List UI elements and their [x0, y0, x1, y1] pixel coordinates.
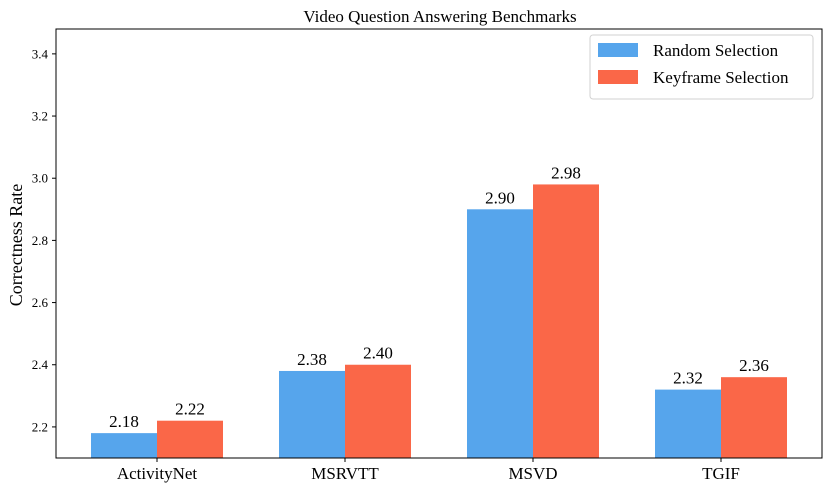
data-label-msvd-keyframe: 2.98: [551, 163, 581, 182]
data-label-tgif-keyframe: 2.36: [739, 356, 769, 375]
legend-label-keyframe: Keyframe Selection: [653, 68, 789, 87]
y-axis: 2.2 2.4 2.6 2.8 3.0 3.2 3.4: [32, 46, 56, 434]
x-tick-label: MSRVTT: [311, 464, 379, 483]
x-tick-label: MSVD: [508, 464, 557, 483]
y-tick-label: 2.4: [32, 357, 49, 372]
chart-title: Video Question Answering Benchmarks: [303, 7, 576, 26]
x-tick-label: TGIF: [702, 464, 740, 483]
legend-swatch-random: [598, 43, 638, 57]
y-tick-label: 3.0: [32, 171, 48, 186]
bar-msrvtt-keyframe: [345, 364, 411, 458]
legend-label-random: Random Selection: [653, 41, 779, 60]
plot-frame: [55, 28, 823, 459]
bar-msvd-random: [467, 209, 533, 458]
y-tick-label: 2.6: [32, 295, 49, 310]
legend-frame: [589, 34, 814, 100]
y-tick-label: 3.4: [32, 46, 49, 61]
data-label-activitynet-random: 2.18: [109, 412, 139, 431]
legend-swatch-keyframe: [598, 70, 638, 84]
bar-activitynet-random: [91, 433, 157, 458]
y-tick-label: 2.8: [32, 233, 48, 248]
bar-msvd-keyframe: [533, 184, 599, 458]
y-tick-label: 2.2: [32, 419, 48, 434]
legend: Random Selection Keyframe Selection: [589, 34, 814, 100]
data-label-tgif-random: 2.32: [673, 369, 703, 388]
bar-tgif-random: [655, 389, 721, 458]
data-label-activitynet-keyframe: 2.22: [175, 400, 205, 419]
x-axis: ActivityNet MSRVTT MSVD TGIF: [117, 458, 740, 483]
data-label-msvd-random: 2.90: [485, 188, 515, 207]
y-tick-label: 3.2: [32, 109, 48, 124]
data-label-msrvtt-keyframe: 2.40: [363, 344, 393, 363]
bar-activitynet-keyframe: [157, 420, 223, 458]
data-labels-group: 2.18 2.22 2.38 2.40 2.90 2.98 2.32 2.36: [109, 163, 769, 431]
data-label-msrvtt-random: 2.38: [297, 350, 327, 369]
bar-msrvtt-random: [279, 370, 345, 458]
bar-tgif-keyframe: [721, 377, 787, 458]
x-tick-label: ActivityNet: [117, 464, 198, 483]
y-axis-label: Correctness Rate: [6, 184, 26, 306]
bars-group: [91, 184, 787, 458]
